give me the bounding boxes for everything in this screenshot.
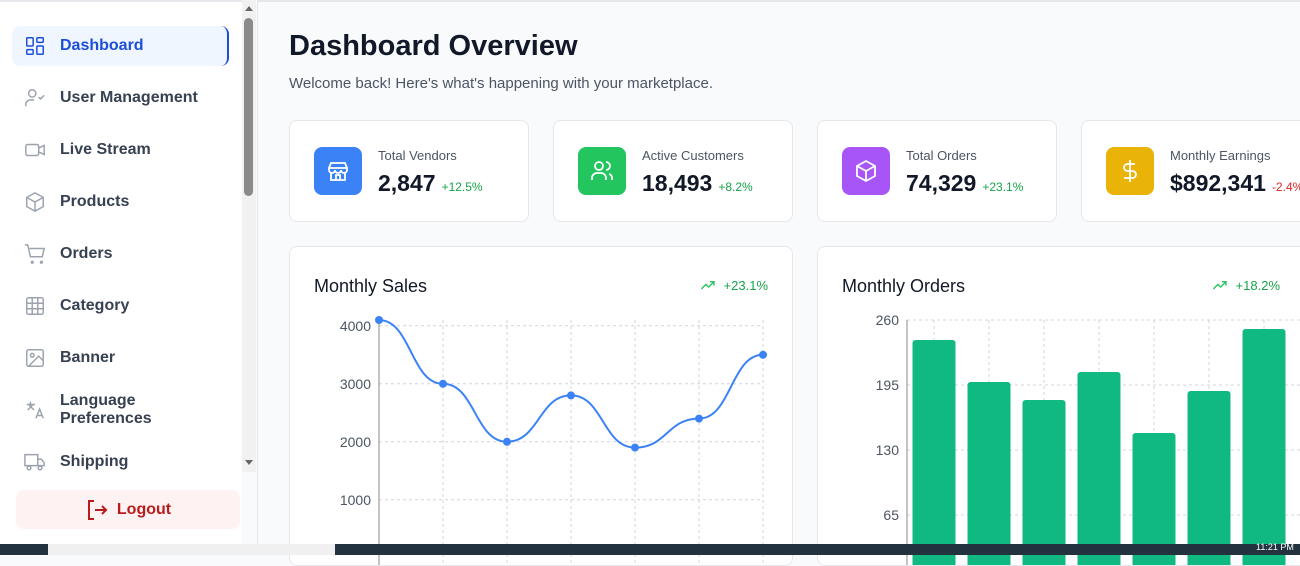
- bar: [912, 340, 956, 565]
- data-point: [439, 379, 447, 388]
- sidebar-item-category[interactable]: Category: [12, 286, 229, 326]
- user-check-icon: [25, 89, 45, 107]
- taskbar-clock: 11:21 PM: [1256, 542, 1294, 552]
- stat-label: Monthly Earnings: [1170, 148, 1271, 163]
- stat-label: Active Customers: [642, 148, 744, 163]
- trending-up-icon: [700, 281, 715, 290]
- grid-icon: [26, 297, 44, 315]
- stat-value: $892,341-2.4%: [1170, 170, 1300, 197]
- page-subtitle: Welcome back! Here's what's happening wi…: [289, 75, 713, 92]
- chart-title: Monthly Orders: [842, 276, 966, 296]
- sidebar-item-label: Category: [60, 297, 130, 314]
- monthly-orders-chart: 65 130 195 260: [876, 312, 1300, 565]
- y-tick-label: 130: [876, 442, 900, 458]
- sidebar-item-user-management[interactable]: User Management: [12, 78, 229, 118]
- bar: [1132, 433, 1176, 565]
- stat-icon-box: [578, 147, 626, 195]
- sidebar-item-label: Shipping: [60, 453, 129, 470]
- image-icon: [26, 349, 44, 367]
- bar: [967, 382, 1011, 565]
- dashboard-grid-icon: [26, 37, 44, 55]
- translate-icon: [26, 401, 44, 419]
- truck-icon: [24, 453, 45, 471]
- stat-icon-box: [1106, 147, 1154, 195]
- stat-card: Total Orders 74,329 +23.1%: [817, 120, 1057, 222]
- logout-button[interactable]: Logout: [16, 490, 240, 529]
- dollar-icon: [1123, 160, 1137, 182]
- monthly-orders-card: 65 130 195 260 Monthly Orders +18.2%: [817, 246, 1300, 566]
- y-tick-label: 65: [883, 507, 899, 523]
- sidebar-item-live-stream[interactable]: Live Stream: [12, 130, 229, 170]
- logout-label: Logout: [116, 500, 172, 518]
- sidebar-scrollbar[interactable]: [242, 0, 256, 472]
- sidebar-item-label: Live Stream: [60, 141, 151, 158]
- stat-icon-box: [314, 147, 362, 195]
- stat-card: Active Customers 18,493 +8.2%: [553, 120, 793, 222]
- sidebar-item-label: Language Preferences: [60, 392, 152, 427]
- stat-value: 74,329 +23.1%: [906, 170, 1024, 196]
- logout-icon: [87, 499, 108, 520]
- data-point: [567, 391, 575, 400]
- stat-value: 2,847 +12.5%: [378, 170, 483, 196]
- main-content: Dashboard Overview Welcome back! Here's …: [257, 0, 1300, 566]
- data-point: [631, 443, 639, 452]
- page-title: Dashboard Overview: [289, 30, 578, 62]
- y-tick-label: 195: [876, 377, 900, 393]
- bar: [1187, 391, 1231, 565]
- sidebar-item-language-preferences[interactable]: Language Preferences: [12, 390, 229, 430]
- y-tick-label: 2000: [340, 434, 371, 450]
- chart-title: Monthly Sales: [314, 276, 428, 296]
- sidebar-item-label: Banner: [60, 349, 116, 366]
- sidebar-item-label: Dashboard: [60, 37, 144, 54]
- trend-badge: +23.1%: [700, 277, 768, 293]
- stat-card: Monthly Earnings $892,341-2.4%: [1081, 120, 1300, 222]
- sidebar: Dashboard User Management Live Stream Produ…: [0, 0, 242, 544]
- bar: [1022, 400, 1066, 565]
- cart-icon: [24, 244, 46, 264]
- package-icon: [26, 191, 44, 213]
- stat-change: +12.5%: [441, 180, 483, 194]
- y-tick-label: 4000: [340, 318, 371, 334]
- sidebar-item-shipping[interactable]: Shipping: [12, 442, 229, 482]
- trend-badge: +18.2%: [1212, 277, 1280, 293]
- package-icon: [856, 159, 876, 183]
- data-point: [695, 414, 703, 423]
- trending-up-icon: [1212, 281, 1227, 290]
- stat-value: 18,493 +8.2%: [642, 170, 753, 196]
- store-icon: [328, 162, 348, 181]
- scrollbar-thumb[interactable]: [244, 18, 253, 196]
- users-icon: [591, 161, 613, 180]
- os-taskbar: 11:21 PM: [0, 542, 1300, 555]
- stat-change: +23.1%: [982, 180, 1024, 194]
- monthly-sales-chart: 1000 2000 3000 4000: [340, 316, 767, 565]
- sidebar-item-label: Orders: [60, 245, 113, 262]
- y-tick-label: 1000: [340, 492, 371, 508]
- sidebar-item-dashboard[interactable]: Dashboard: [12, 26, 229, 66]
- stat-card: Total Vendors 2,847 +12.5%: [289, 120, 529, 222]
- sidebar-item-banner[interactable]: Banner: [12, 338, 229, 378]
- stat-label: Total Vendors: [378, 148, 457, 163]
- data-point: [375, 316, 383, 324]
- video-icon: [25, 143, 45, 157]
- bar: [1077, 372, 1121, 565]
- stat-change: +8.2%: [718, 180, 753, 194]
- monthly-sales-card: 1000 2000 3000 4000 Monthly Sales +23.1%: [289, 246, 793, 566]
- y-tick-label: 3000: [340, 376, 371, 392]
- sidebar-item-label: Products: [60, 193, 130, 210]
- sidebar-item-products[interactable]: Products: [12, 182, 229, 222]
- bar: [1242, 329, 1286, 565]
- sidebar-item-orders[interactable]: Orders: [12, 234, 229, 274]
- sidebar-item-label: User Management: [60, 89, 198, 106]
- data-point: [759, 350, 767, 359]
- y-tick-label: 260: [876, 312, 900, 328]
- stat-icon-box: [842, 147, 890, 195]
- stat-change: -2.4%: [1271, 180, 1300, 194]
- taskbar-search[interactable]: [48, 544, 335, 555]
- data-point: [503, 437, 511, 446]
- stat-label: Total Orders: [906, 148, 977, 163]
